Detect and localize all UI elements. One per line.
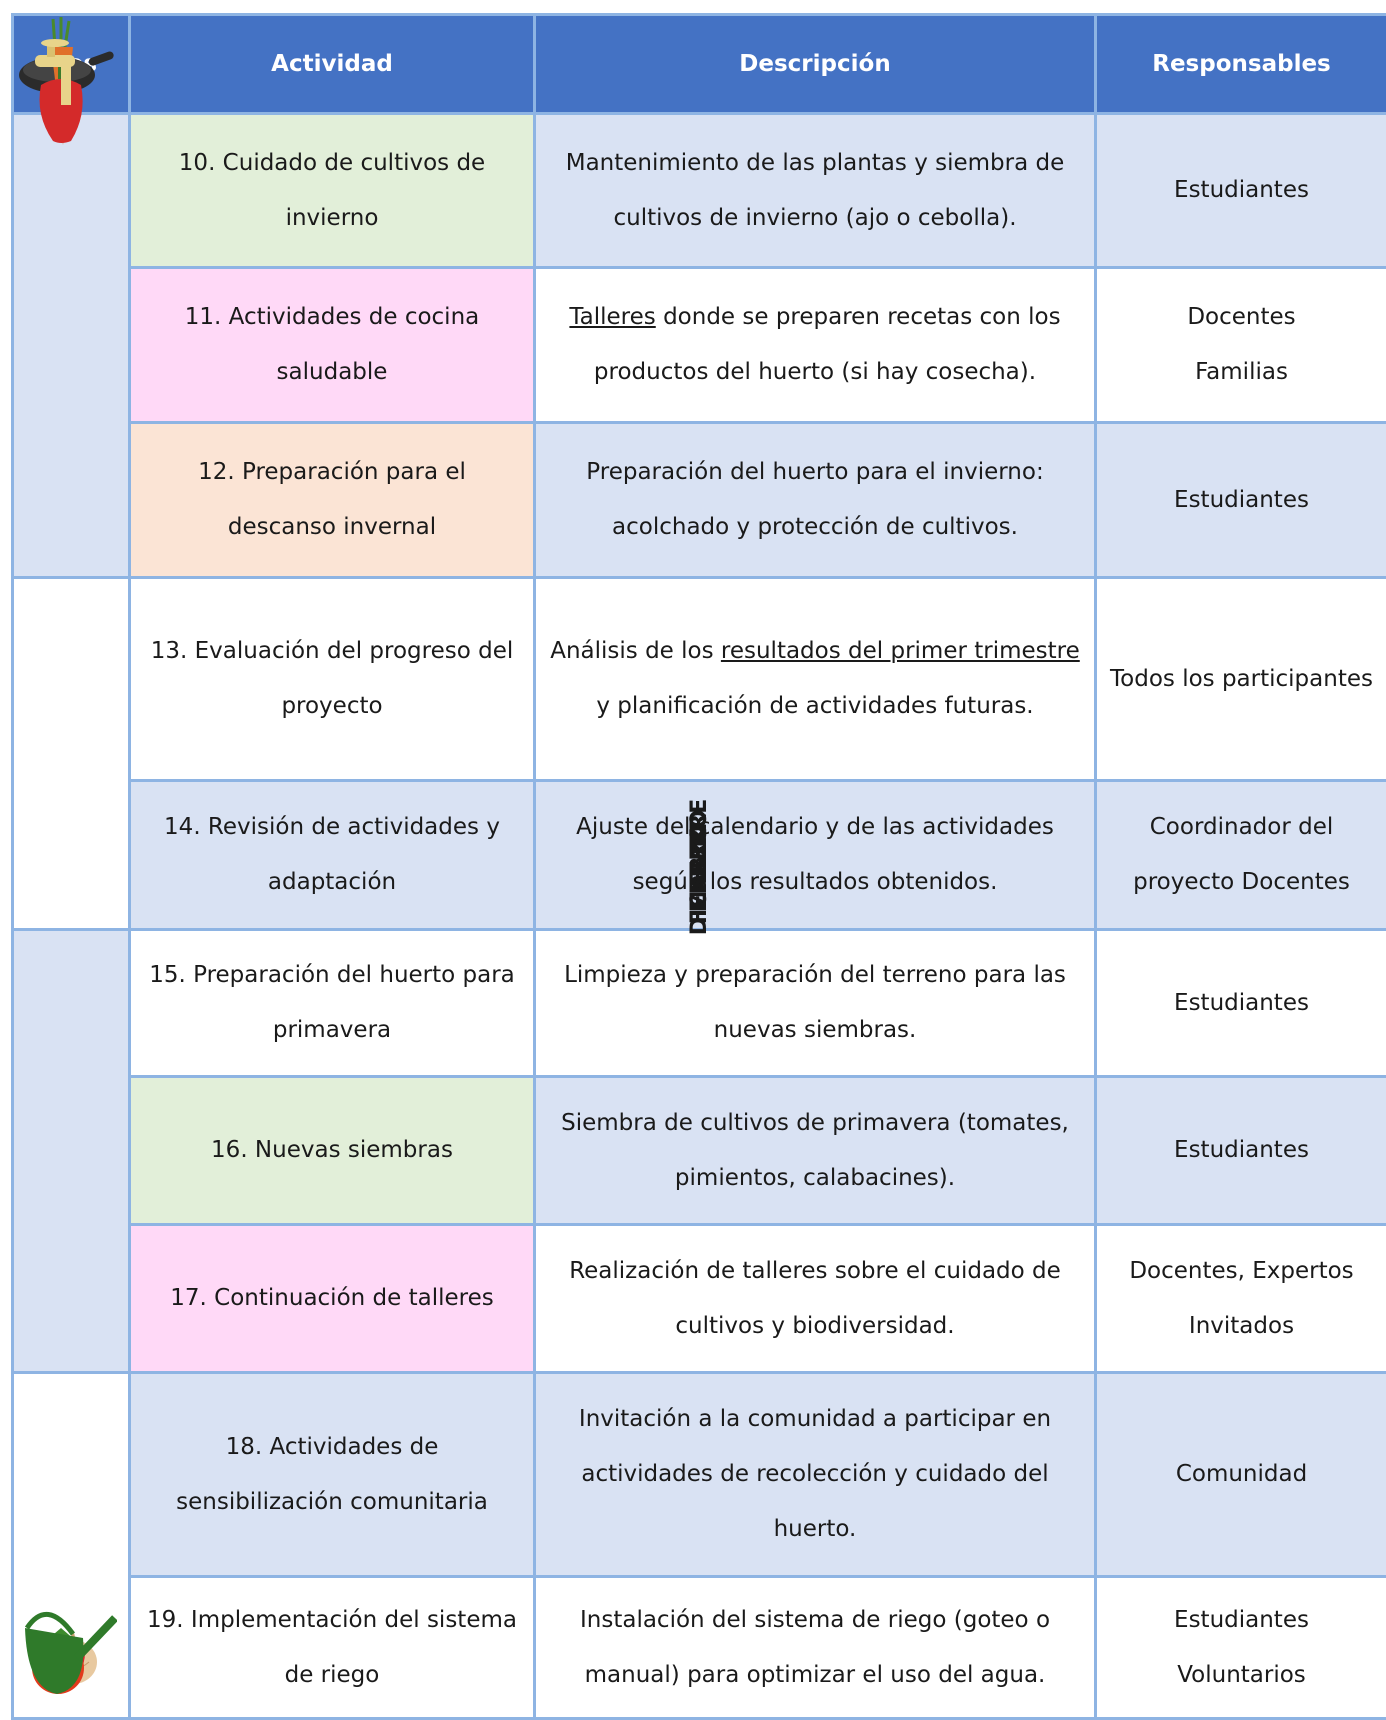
month-label: MARZO — [689, 821, 711, 912]
responsables-cell: Docentes, Expertos Invitados — [1096, 1225, 1386, 1373]
icon-wrap — [25, 35, 85, 156]
responsable: Estudiantes — [1174, 177, 1309, 203]
responsable: Estudiantes — [1174, 1137, 1309, 1163]
activity-cell: 11. Actividades de cocina saludable — [130, 268, 535, 423]
activity-cell: 19. Implementación del sistema de riego — [130, 1577, 535, 1719]
description-text: Ajuste del calendario y de las actividad… — [576, 814, 1054, 895]
activity-cell: 17. Continuación de talleres — [130, 1225, 535, 1373]
responsable: Coordinador del proyecto Docentes — [1133, 814, 1350, 895]
description-cell: Invitación a la comunidad a participar e… — [535, 1373, 1096, 1577]
month-cell: FEBRERO — [13, 930, 130, 1373]
responsables-cell: Estudiantes — [1096, 114, 1386, 268]
activity-cell: 14. Revisión de actividades y adaptación — [130, 781, 535, 930]
description-cell: Siembra de cultivos de primavera (tomate… — [535, 1077, 1096, 1225]
description-text: Análisis de los — [550, 638, 721, 664]
activity-cell: 12. Preparación para el descanso inverna… — [130, 423, 535, 578]
responsable: Estudiantes — [1174, 990, 1309, 1016]
description-text: Mantenimiento de las plantas y siembra d… — [566, 150, 1065, 231]
icon — [17, 1598, 117, 1698]
icon-wrap — [17, 1598, 117, 1719]
table-row: 12. Preparación para el descanso inverna… — [13, 423, 1386, 578]
responsable: Estudiantes — [1109, 1593, 1374, 1648]
description-cell: Preparación del huerto para el invierno:… — [535, 423, 1096, 578]
responsables-cell: Todos los participantes — [1096, 578, 1386, 781]
header-row: MesActividadDescripciónResponsables — [13, 15, 1386, 114]
month-cell: DICIEMBRE — [13, 114, 130, 578]
responsable: Docentes, Expertos Invitados — [1129, 1258, 1353, 1339]
responsable: Estudiantes — [1174, 487, 1309, 513]
responsables-cell: Estudiantes — [1096, 1077, 1386, 1225]
responsable: Todos los participantes — [1110, 666, 1373, 692]
responsables-cell: Comunidad — [1096, 1373, 1386, 1577]
responsable: Docentes — [1109, 290, 1374, 345]
responsables-cell: Coordinador del proyecto Docentes — [1096, 781, 1386, 930]
responsables-cell: Estudiantes — [1096, 930, 1386, 1077]
column-header: Actividad — [130, 15, 535, 114]
month-cell: ENERO — [13, 578, 130, 930]
description-cell: Talleres donde se preparen recetas con l… — [535, 268, 1096, 423]
description-cell: Realización de talleres sobre el cuidado… — [535, 1225, 1096, 1373]
activity-cell: 10. Cuidado de cultivos de invierno — [130, 114, 535, 268]
responsable: Familias — [1109, 345, 1374, 400]
description-cell: Análisis de los resultados del primer tr… — [535, 578, 1096, 781]
activity-cell: 18. Actividades de sensibilización comun… — [130, 1373, 535, 1577]
description-text: Realización de talleres sobre el cuidado… — [569, 1258, 1061, 1339]
description-text: Invitación a la comunidad a participar e… — [579, 1406, 1051, 1542]
responsables-cell: Estudiantes — [1096, 423, 1386, 578]
description-cell: Instalación del sistema de riego (goteo … — [535, 1577, 1096, 1719]
description-text: Preparación del huerto para el invierno:… — [586, 459, 1043, 540]
responsable: Voluntarios — [1109, 1648, 1374, 1703]
description-text: resultados del primer trimestre — [721, 638, 1080, 664]
responsable: Comunidad — [1176, 1461, 1307, 1487]
table-row: 16. Nuevas siembras Siembra de cultivos d… — [13, 1077, 1386, 1225]
description-text: Instalación del sistema de riego (goteo … — [580, 1607, 1050, 1688]
description-cell: Mantenimiento de las plantas y siembra d… — [535, 114, 1096, 268]
icon — [25, 35, 85, 135]
activity-cell: 16. Nuevas siembras — [130, 1077, 535, 1225]
description-cell: Limpieza y preparación del terreno para … — [535, 930, 1096, 1077]
description-text: y planificación de actividades futuras. — [596, 693, 1033, 719]
description-cell: Ajuste del calendario y de las actividad… — [535, 781, 1096, 930]
table-row: 17. Continuación de talleres Realización … — [13, 1225, 1386, 1373]
column-header: Descripción — [535, 15, 1096, 114]
activity-cell: 13. Evaluación del progreso del proyecto — [130, 578, 535, 781]
description-text: Siembra de cultivos de primavera (tomate… — [561, 1110, 1069, 1191]
activity-cell: 15. Preparación del huerto para primaver… — [130, 930, 535, 1077]
description-text: donde se preparen recetas con los produc… — [594, 304, 1061, 385]
description-text: Limpieza y preparación del terreno para … — [564, 962, 1066, 1043]
schedule-table: MesActividadDescripciónResponsables DICI… — [11, 13, 1386, 1720]
table-row: 19. Implementación del sistema de riego I… — [13, 1577, 1386, 1719]
month-cell: MARZO — [13, 1373, 130, 1719]
description-text: Talleres — [569, 304, 655, 330]
column-header: Responsables — [1096, 15, 1386, 114]
